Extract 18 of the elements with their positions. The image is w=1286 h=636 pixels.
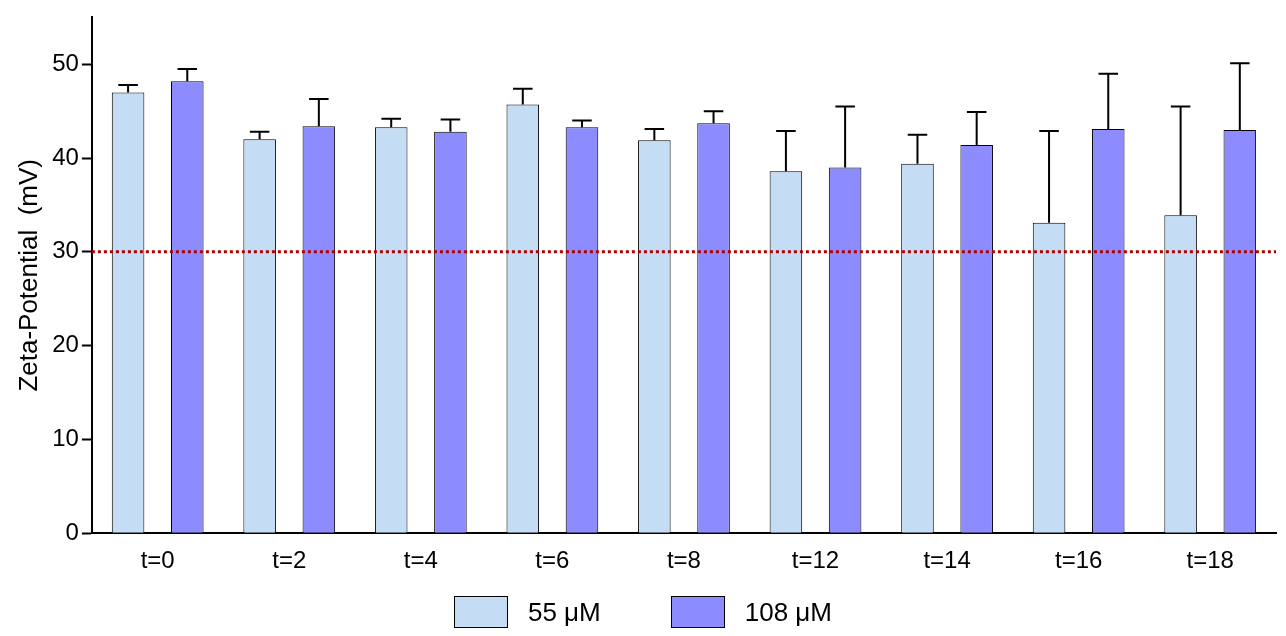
x-tick-label: t=18: [1186, 546, 1234, 574]
y-tick-label: 0: [65, 517, 79, 545]
x-tick-label: t=16: [1054, 546, 1103, 574]
x-tick-label: t=12: [791, 546, 840, 574]
x-tick-label: t=0: [140, 546, 175, 574]
x-tick-label: t=8: [666, 546, 701, 574]
y-tick-label: 30: [52, 236, 79, 264]
legend-label: 108 μM: [744, 596, 833, 628]
legend-label: 55 μM: [527, 596, 601, 628]
x-tick-label: t=2: [272, 546, 307, 574]
y-tick-label: 20: [52, 330, 79, 358]
y-tick-label: 10: [52, 424, 79, 452]
y-axis-title: Zeta-Potential (mV): [12, 158, 43, 392]
y-tick-label: 50: [52, 48, 79, 76]
x-tick-label: t=14: [923, 546, 971, 574]
y-tick-label: 40: [52, 142, 79, 170]
x-tick-label: t=6: [535, 546, 570, 574]
x-tick-label: t=4: [403, 546, 438, 574]
